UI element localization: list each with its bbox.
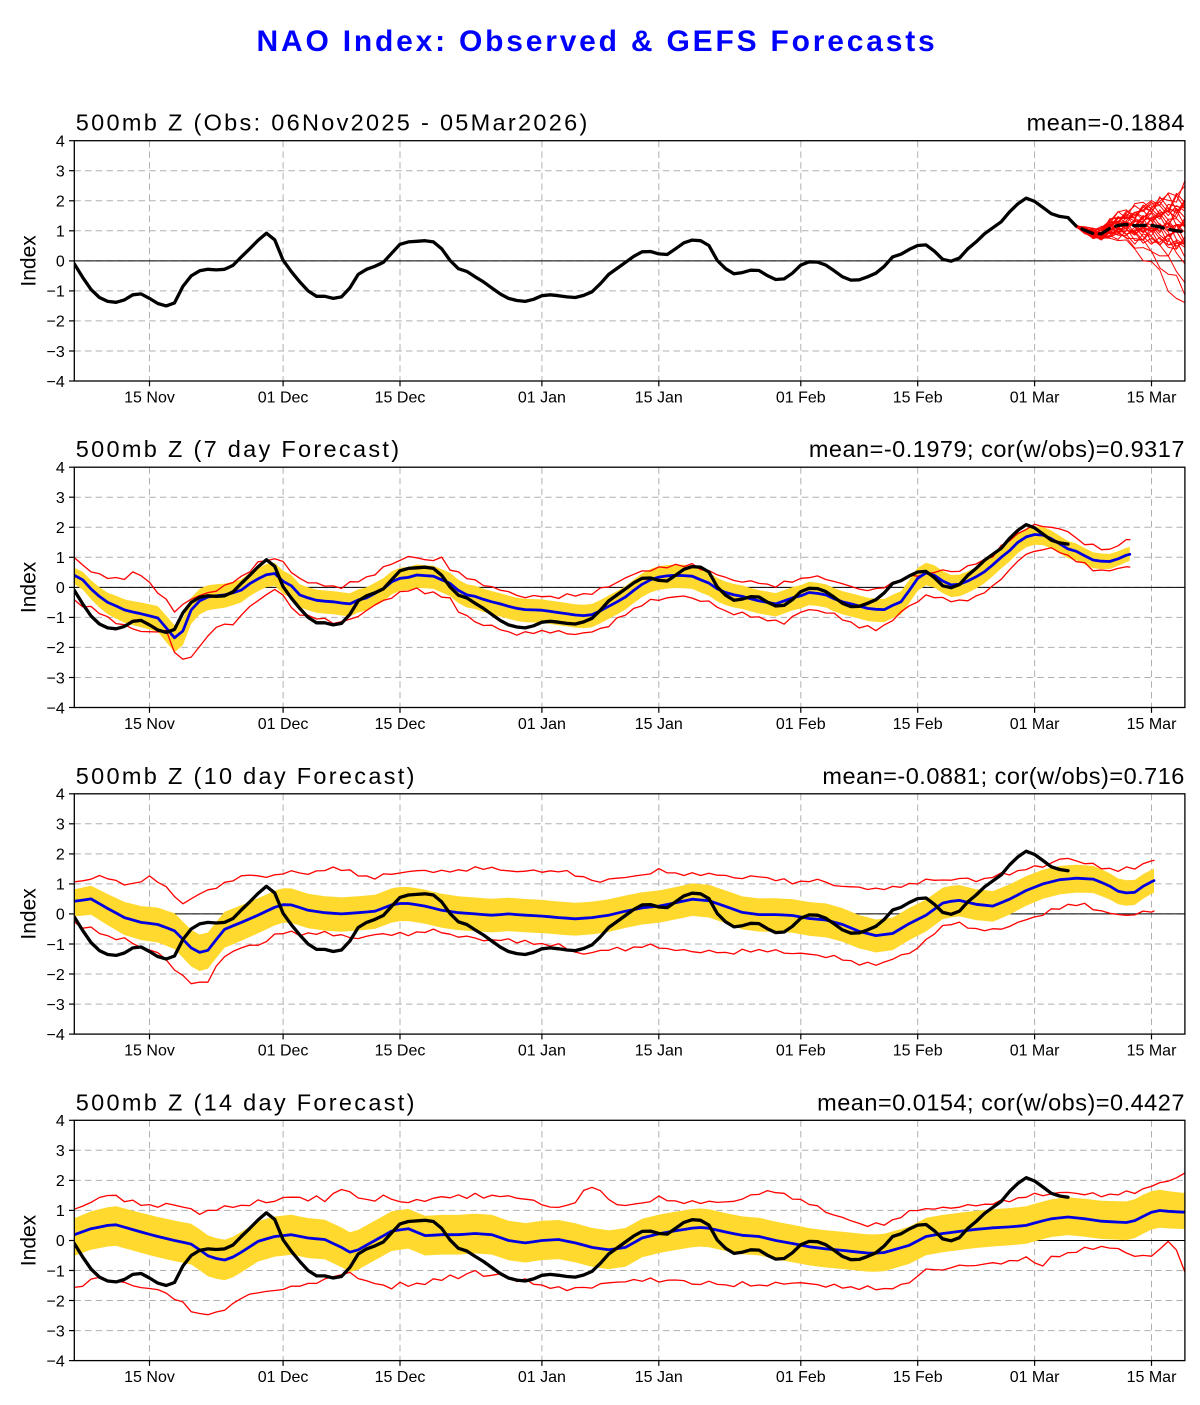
svg-text:3: 3 <box>56 490 65 507</box>
svg-text:2: 2 <box>56 847 65 864</box>
svg-text:01 Jan: 01 Jan <box>518 1043 566 1060</box>
svg-text:0: 0 <box>56 580 65 597</box>
svg-text:15 Nov: 15 Nov <box>124 390 175 407</box>
svg-text:4: 4 <box>56 134 65 151</box>
svg-text:4: 4 <box>56 460 65 477</box>
svg-text:2: 2 <box>56 1173 65 1190</box>
svg-text:15 Nov: 15 Nov <box>124 716 175 733</box>
svg-text:15 Nov: 15 Nov <box>124 1369 175 1386</box>
svg-text:mean=0.0154; cor(w/obs)=0.4427: mean=0.0154; cor(w/obs)=0.4427 <box>817 1089 1185 1115</box>
svg-text:15 Jan: 15 Jan <box>635 716 683 733</box>
svg-text:01 Feb: 01 Feb <box>776 390 826 407</box>
svg-text:4: 4 <box>56 787 65 804</box>
svg-text:01 Dec: 01 Dec <box>258 1369 309 1386</box>
svg-text:15 Feb: 15 Feb <box>893 1369 943 1386</box>
svg-text:15 Dec: 15 Dec <box>375 390 426 407</box>
svg-text:500mb Z (14 day Forecast): 500mb Z (14 day Forecast) <box>76 1089 417 1115</box>
svg-text:3: 3 <box>56 164 65 181</box>
svg-text:−2: −2 <box>47 640 65 657</box>
svg-text:15 Feb: 15 Feb <box>893 390 943 407</box>
svg-text:01 Feb: 01 Feb <box>776 716 826 733</box>
svg-text:3: 3 <box>56 1143 65 1160</box>
svg-text:15 Dec: 15 Dec <box>375 1043 426 1060</box>
svg-text:0: 0 <box>56 1233 65 1250</box>
svg-text:15 Jan: 15 Jan <box>635 1043 683 1060</box>
svg-text:15 Nov: 15 Nov <box>124 1043 175 1060</box>
svg-text:−4: −4 <box>47 700 65 717</box>
svg-text:01 Jan: 01 Jan <box>518 716 566 733</box>
svg-text:mean=-0.0881; cor(w/obs)=0.716: mean=-0.0881; cor(w/obs)=0.716 <box>822 763 1185 789</box>
svg-text:15 Mar: 15 Mar <box>1127 1369 1177 1386</box>
svg-text:500mb Z (7 day Forecast): 500mb Z (7 day Forecast) <box>76 436 402 462</box>
svg-text:1: 1 <box>56 1203 65 1220</box>
svg-text:−3: −3 <box>47 344 65 361</box>
svg-text:15 Mar: 15 Mar <box>1127 390 1177 407</box>
svg-text:15 Dec: 15 Dec <box>375 716 426 733</box>
svg-text:mean=-0.1979; cor(w/obs)=0.931: mean=-0.1979; cor(w/obs)=0.9317 <box>809 436 1185 462</box>
svg-text:01 Jan: 01 Jan <box>518 1369 566 1386</box>
svg-text:01 Dec: 01 Dec <box>258 716 309 733</box>
svg-text:1: 1 <box>56 224 65 241</box>
svg-text:01 Mar: 01 Mar <box>1010 1043 1060 1060</box>
svg-text:01 Jan: 01 Jan <box>518 390 566 407</box>
svg-text:15 Mar: 15 Mar <box>1127 716 1177 733</box>
svg-text:−4: −4 <box>47 374 65 391</box>
svg-text:01 Mar: 01 Mar <box>1010 716 1060 733</box>
svg-text:Index: Index <box>18 888 41 940</box>
svg-text:−4: −4 <box>47 1353 65 1370</box>
svg-text:1: 1 <box>56 877 65 894</box>
svg-text:0: 0 <box>56 254 65 271</box>
svg-text:15 Jan: 15 Jan <box>635 390 683 407</box>
svg-text:−3: −3 <box>47 1323 65 1340</box>
svg-text:01 Dec: 01 Dec <box>258 390 309 407</box>
svg-text:−1: −1 <box>47 284 65 301</box>
svg-text:500mb Z (Obs: 06Nov2025 - 05Ma: 500mb Z (Obs: 06Nov2025 - 05Mar2026) <box>76 110 590 136</box>
svg-text:01 Dec: 01 Dec <box>258 1043 309 1060</box>
svg-text:−2: −2 <box>47 314 65 331</box>
svg-text:−1: −1 <box>47 937 65 954</box>
svg-text:2: 2 <box>56 194 65 211</box>
svg-text:Index: Index <box>18 235 41 287</box>
svg-text:−1: −1 <box>47 610 65 627</box>
svg-text:−3: −3 <box>47 670 65 687</box>
svg-text:15 Dec: 15 Dec <box>375 1369 426 1386</box>
svg-text:15 Feb: 15 Feb <box>893 1043 943 1060</box>
svg-text:Index: Index <box>18 1214 41 1266</box>
svg-text:01 Mar: 01 Mar <box>1010 1369 1060 1386</box>
svg-text:mean=-0.1884: mean=-0.1884 <box>1027 110 1185 136</box>
svg-text:−1: −1 <box>47 1263 65 1280</box>
svg-text:500mb Z (10 day Forecast): 500mb Z (10 day Forecast) <box>76 763 417 789</box>
svg-text:1: 1 <box>56 550 65 567</box>
svg-text:15 Mar: 15 Mar <box>1127 1043 1177 1060</box>
svg-text:4: 4 <box>56 1113 65 1130</box>
svg-text:−3: −3 <box>47 997 65 1014</box>
svg-text:NAO Index: Observed & GEFS For: NAO Index: Observed & GEFS Forecasts <box>257 25 938 58</box>
svg-text:−4: −4 <box>47 1027 65 1044</box>
svg-text:3: 3 <box>56 817 65 834</box>
svg-text:01 Feb: 01 Feb <box>776 1369 826 1386</box>
svg-text:−2: −2 <box>47 1293 65 1310</box>
svg-text:2: 2 <box>56 520 65 537</box>
svg-text:−2: −2 <box>47 967 65 984</box>
svg-text:15 Jan: 15 Jan <box>635 1369 683 1386</box>
svg-text:Index: Index <box>18 561 41 613</box>
svg-text:0: 0 <box>56 907 65 924</box>
svg-text:01 Feb: 01 Feb <box>776 1043 826 1060</box>
svg-text:15 Feb: 15 Feb <box>893 716 943 733</box>
svg-text:01 Mar: 01 Mar <box>1010 390 1060 407</box>
